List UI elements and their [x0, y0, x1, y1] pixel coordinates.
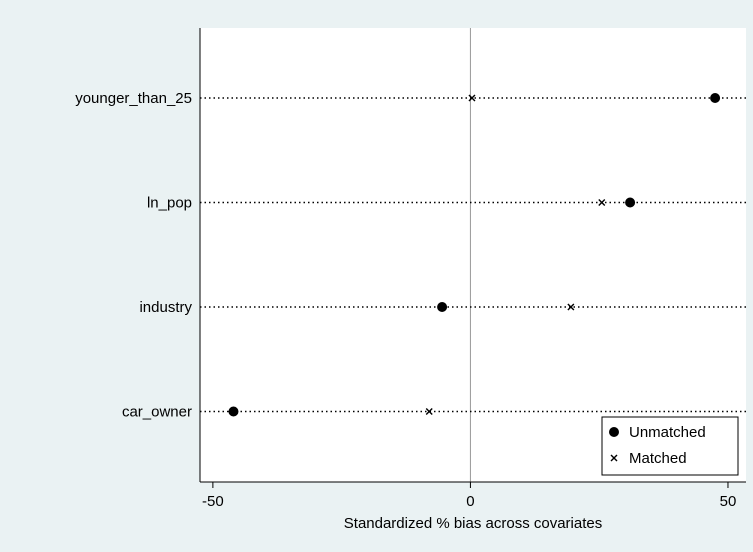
legend-box: [601, 416, 739, 476]
point-unmatched: [710, 93, 721, 103]
category-label: younger_than_25: [75, 90, 192, 107]
point-matched: [598, 199, 606, 206]
point-matched: [468, 94, 476, 102]
x-tick-label: 50: [720, 493, 737, 510]
x-ticks: -50 0 50: [202, 482, 736, 510]
x-axis-title: Standardized % bias across covariates: [344, 515, 602, 532]
x-tick-label: 0: [466, 493, 474, 510]
legend: Unmatched Matched: [601, 416, 739, 476]
category-label: industry: [139, 299, 192, 316]
legend-label-matched: Matched: [629, 450, 687, 467]
point-matched: [567, 303, 575, 311]
x-tick-label: -50: [202, 493, 224, 510]
axes: [199, 28, 746, 483]
category-rows: younger_than_25 ln_pop industry car_owner: [75, 90, 746, 421]
point-matched: [425, 408, 433, 415]
legend-label-unmatched: Unmatched: [629, 424, 706, 441]
category-label: ln_pop: [147, 195, 192, 212]
category-label: car_owner: [122, 404, 192, 421]
point-unmatched: [437, 302, 448, 312]
legend-matched-marker: [610, 454, 618, 462]
point-unmatched: [228, 406, 239, 417]
legend-unmatched-marker: [609, 427, 619, 437]
point-unmatched: [625, 197, 636, 208]
data-points: [228, 93, 721, 417]
plot-area: [200, 28, 746, 482]
